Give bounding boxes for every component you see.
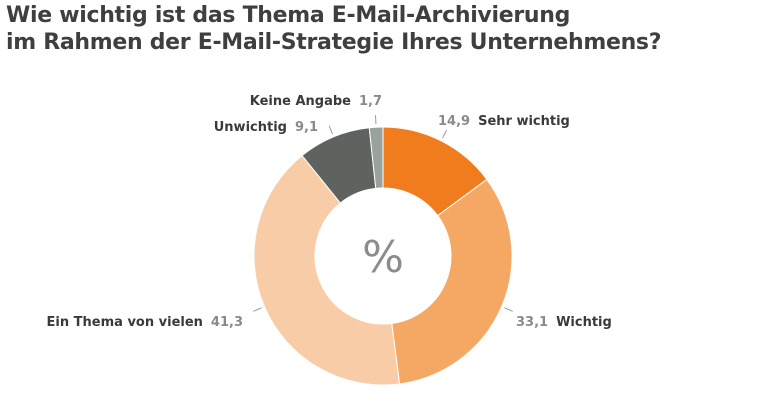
donut-slices [253, 126, 513, 386]
slice-value-unwichtig: 9,1 [295, 120, 318, 135]
slice-value-sehr-wichtig: 14,9 [438, 114, 470, 129]
slice-name-sehr-wichtig: Sehr wichtig [478, 114, 570, 129]
slice-value-wichtig: 33,1 [516, 315, 548, 330]
slice-name-wichtig: Wichtig [556, 315, 612, 330]
leader-line [442, 129, 448, 139]
leader-line [504, 307, 513, 312]
slice-label-sehr-wichtig: 14,9 Sehr wichtig [438, 114, 570, 129]
slice-label-wichtig: 33,1 Wichtig [516, 315, 612, 330]
slice-name-unwichtig: Unwichtig [214, 120, 287, 135]
slice-name-keine-angabe: Keine Angabe [250, 94, 351, 109]
center-percent-label: % [362, 232, 404, 283]
slice-value-keine-angabe: 1,7 [359, 94, 382, 109]
slice-keine-angabe [368, 126, 384, 189]
slice-wichtig [391, 178, 513, 385]
leader-lines [253, 115, 513, 312]
slice-label-unwichtig: Unwichtig 9,1 [214, 120, 318, 135]
leader-line [328, 125, 333, 135]
slice-label-ein-thema: Ein Thema von vielen 41,3 [47, 315, 243, 330]
slice-value-ein-thema: 41,3 [211, 315, 243, 330]
chart-title-line-1: Wie wichtig ist das Thema E-Mail-Archivi… [6, 3, 571, 28]
chart-title: Wie wichtig ist das Thema E-Mail-Archivi… [6, 2, 661, 56]
leader-line [253, 307, 262, 312]
slice-name-ein-thema: Ein Thema von vielen [47, 315, 203, 330]
slice-label-keine-angabe: Keine Angabe 1,7 [250, 94, 382, 109]
slice-ein-thema-von-vielen [253, 154, 401, 386]
chart-title-line-2: im Rahmen der E-Mail-Strategie Ihres Unt… [6, 30, 662, 55]
